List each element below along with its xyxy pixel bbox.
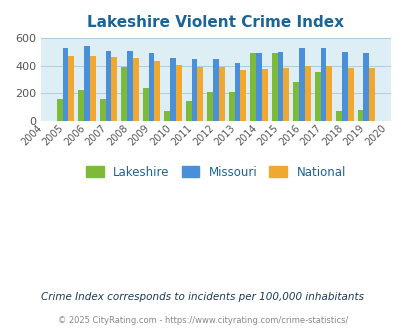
Bar — [78, 90, 84, 120]
Bar — [369, 68, 374, 120]
Bar — [175, 65, 181, 120]
Bar — [207, 92, 213, 120]
Bar — [185, 101, 191, 120]
Bar — [197, 67, 203, 120]
Legend: Lakeshire, Missouri, National: Lakeshire, Missouri, National — [81, 161, 350, 183]
Bar — [347, 68, 353, 120]
Bar — [100, 99, 105, 120]
Bar — [132, 58, 139, 120]
Text: © 2025 CityRating.com - https://www.cityrating.com/crime-statistics/: © 2025 CityRating.com - https://www.city… — [58, 315, 347, 325]
Bar — [234, 63, 240, 120]
Bar — [292, 82, 298, 120]
Bar — [68, 56, 74, 120]
Bar — [154, 61, 160, 120]
Bar — [335, 111, 341, 120]
Bar — [143, 88, 148, 120]
Bar — [105, 51, 111, 120]
Bar — [164, 111, 170, 120]
Bar — [271, 53, 277, 120]
Bar — [127, 51, 132, 120]
Bar — [357, 110, 362, 120]
Bar — [170, 58, 175, 120]
Bar — [341, 51, 347, 120]
Bar — [121, 67, 127, 120]
Bar — [148, 53, 154, 120]
Bar — [249, 53, 256, 120]
Bar — [261, 69, 267, 120]
Bar — [90, 56, 96, 120]
Bar — [228, 92, 234, 120]
Bar — [240, 70, 245, 120]
Bar — [314, 72, 320, 120]
Bar — [277, 52, 283, 120]
Bar — [218, 67, 224, 120]
Bar — [304, 66, 310, 120]
Bar — [84, 46, 90, 120]
Bar — [362, 52, 369, 120]
Bar — [111, 57, 117, 120]
Title: Lakeshire Violent Crime Index: Lakeshire Violent Crime Index — [87, 15, 344, 30]
Bar — [298, 49, 304, 120]
Bar — [256, 53, 261, 120]
Bar — [191, 59, 197, 120]
Text: Crime Index corresponds to incidents per 100,000 inhabitants: Crime Index corresponds to incidents per… — [41, 292, 364, 302]
Bar — [62, 48, 68, 120]
Bar — [326, 66, 331, 120]
Bar — [283, 68, 288, 120]
Bar — [213, 59, 218, 120]
Bar — [320, 48, 326, 120]
Bar — [57, 99, 62, 120]
